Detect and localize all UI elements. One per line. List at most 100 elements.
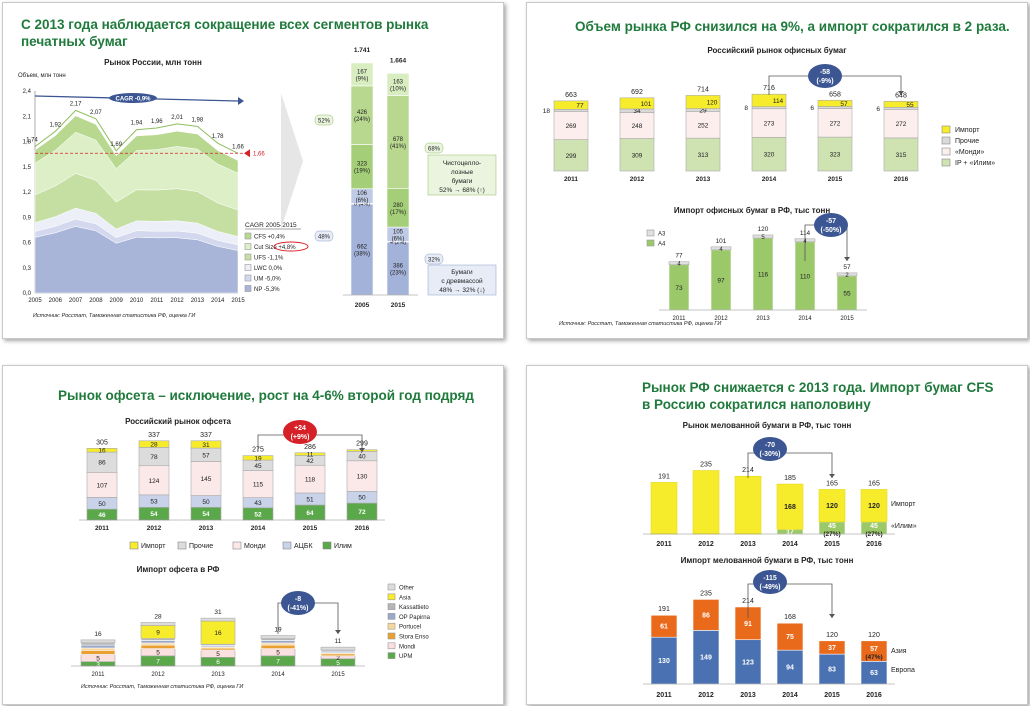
x-tick-label: 2011: [673, 316, 687, 322]
bar-value-label: 309: [632, 152, 643, 159]
bar-total-label: 337: [148, 432, 160, 439]
pct52: 52%: [318, 119, 331, 125]
bar-segment: [751, 108, 787, 138]
import-segment-other: [320, 646, 356, 651]
x-tick-label: 2016: [866, 692, 882, 699]
y-tick-label: 1,2: [23, 190, 32, 196]
x-tick-label: 2013: [740, 692, 756, 699]
europe-value: 149: [700, 655, 712, 662]
prochie-label: 8: [744, 105, 748, 112]
bar-segment: [242, 455, 274, 461]
panel2-title: Объем рынка РФ снизился на 9%, а импорт …: [575, 19, 1010, 34]
x-tick-label: 2012: [698, 541, 714, 548]
bar-segment: [685, 137, 721, 172]
bar-segment-a3: [752, 234, 774, 239]
bar-value-label: 145: [201, 476, 212, 483]
cell-text: Чистоцелло-: [443, 160, 481, 167]
chart1-badge-ellipse: [283, 420, 317, 444]
x-tick-label: 2013: [756, 316, 770, 322]
x-tick-label: 2011: [656, 692, 671, 699]
source-note: Источник: Росстат, Таможенная статистика…: [33, 313, 195, 319]
bar-total-label: 185: [784, 475, 796, 482]
bar-value-label: 57: [202, 452, 210, 459]
chart1-badge-ellipse: [808, 64, 842, 88]
bar-segment: [242, 470, 274, 498]
y-axis-label: Объем, млн тонн: [18, 73, 66, 79]
asia-segment: [818, 640, 846, 655]
legend-swatch: [244, 285, 252, 292]
legend-label: Portucel: [399, 625, 421, 631]
asia-segment: [692, 599, 720, 631]
bar-segment: [883, 101, 919, 108]
chart2-bracket-arrowhead: [829, 614, 835, 618]
x-tick-label: 2015: [231, 298, 245, 304]
stack-year: 2015: [391, 302, 406, 309]
legend-label: UM -5,0%: [254, 277, 281, 283]
x-tick-label: 2013: [191, 298, 205, 304]
ilim-pct: (27%): [865, 531, 882, 538]
import-value: 5: [96, 656, 100, 663]
import-segment: [80, 647, 116, 651]
y-tick-label: 0,3: [23, 266, 32, 272]
bar-segment-a3: [710, 246, 732, 251]
total-label: 1,74: [26, 138, 38, 144]
total-line: [34, 109, 239, 154]
bar-value-label: 130: [357, 474, 368, 481]
legend-label: «Монди»: [955, 149, 985, 156]
legend-europe: Европа: [891, 667, 915, 674]
bar-segment: [619, 138, 655, 172]
stack-value: 426: [357, 110, 368, 116]
bar-value-label: 51: [306, 496, 314, 503]
x-tick-label: 2015: [824, 541, 840, 548]
bar-segment: [553, 109, 589, 112]
cell-text: лозные: [451, 169, 474, 176]
x-tick-label: 2015: [824, 692, 840, 699]
legend-swatch: [244, 274, 252, 282]
legend-label: Kassattieto: [399, 605, 429, 611]
bar-segment: [883, 109, 919, 139]
asia-value: 57: [870, 646, 878, 653]
bar-total-label: 191: [658, 606, 670, 613]
legend-swatch: [387, 593, 396, 601]
bar-segment: [138, 440, 170, 448]
asia-value: 9: [156, 629, 160, 636]
panel1-title-line1: С 2013 года наблюдается сокращение всех …: [21, 17, 429, 32]
legend-label: Монди: [244, 543, 266, 550]
x-tick-label: 2013: [211, 672, 225, 678]
chart2-badge-pct: (-41%): [287, 605, 308, 612]
a3-label: 5: [761, 235, 765, 241]
stack-value: 105: [393, 229, 404, 235]
legend-swatch: [322, 541, 332, 550]
x-tick-label: 2012: [151, 672, 165, 678]
import-segment: [320, 653, 356, 657]
x-tick-label: 2015: [303, 525, 318, 532]
bar-value-label: 50: [358, 495, 366, 502]
chart2-bracket-arrowhead: [335, 630, 341, 634]
import-value: 5: [216, 651, 220, 658]
import-value: 7: [156, 658, 160, 665]
import-value: 3: [96, 661, 100, 668]
chart2-badge-pct: (-50%): [820, 227, 841, 234]
legend-label: Mondi: [399, 644, 415, 650]
stack-value: 4 (2%): [390, 240, 406, 246]
x-tick-label: 2014: [782, 541, 798, 548]
y-tick-label: 0,6: [23, 241, 32, 247]
bar-total-label: 77: [675, 253, 683, 260]
import-label: 57: [840, 101, 848, 108]
bar-value-label: 54: [202, 511, 210, 518]
bar-value-label: 78: [150, 454, 158, 461]
chart1-bracket-arrowhead: [829, 474, 835, 478]
legend-swatch: [941, 158, 951, 167]
bar-value-label: 118: [305, 477, 316, 484]
chart-title: Рынок России, млн тонн: [104, 58, 202, 67]
import-label: 77: [576, 103, 584, 110]
legend-label: UFS -1,1%: [254, 256, 284, 262]
mass-box: [427, 264, 497, 296]
total-label: 1,98: [192, 117, 204, 123]
source-note: Источник: Росстат, Таможенная статистика…: [81, 684, 243, 690]
bar-segment: [553, 111, 589, 140]
legend-label: CFS +0,4%: [254, 235, 286, 241]
x-tick-label: 2011: [150, 298, 164, 304]
bar-total-label: 57: [843, 264, 851, 271]
y-tick-label: 0,0: [23, 291, 32, 297]
